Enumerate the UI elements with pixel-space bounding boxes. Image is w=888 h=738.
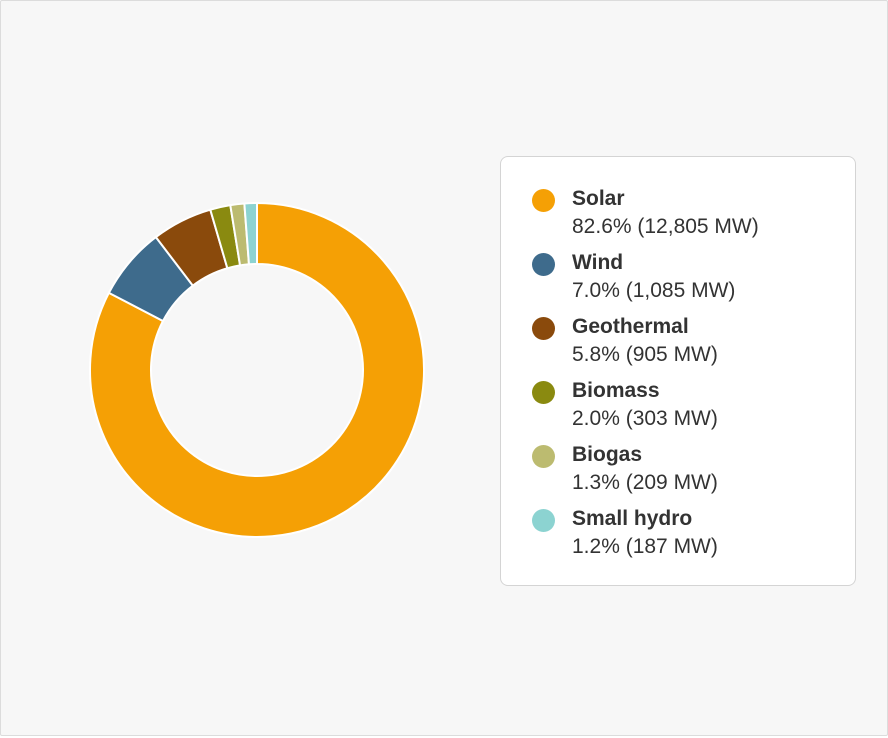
legend-label-biogas: Biogas (572, 443, 643, 466)
legend-swatch-biogas (532, 445, 555, 468)
legend-item-biomass[interactable]: Biomass 2.0% (303 MW) (532, 377, 855, 441)
legend-item-biogas[interactable]: Biogas 1.3% (209 MW) (532, 441, 855, 505)
donut-chart (89, 201, 425, 538)
donut-slice-solar[interactable] (89, 201, 425, 538)
legend-label-geothermal: Geothermal (572, 315, 689, 338)
legend-label-small-hydro: Small hydro (572, 507, 693, 530)
legend-value-wind: 7.0% (1,085 MW) (572, 279, 736, 302)
legend-value-solar: 82.6% (12,805 MW) (572, 215, 759, 238)
legend-item-wind[interactable]: Wind 7.0% (1,085 MW) (532, 249, 855, 313)
legend-label-wind: Wind (572, 251, 624, 274)
donut-slice-small-hydro[interactable] (243, 201, 258, 266)
legend-swatch-biomass (532, 381, 555, 404)
legend-swatch-geothermal (532, 317, 555, 340)
legend-item-solar[interactable]: Solar 82.6% (12,805 MW) (532, 185, 855, 249)
legend-swatch-solar (532, 189, 555, 212)
legend-item-geothermal[interactable]: Geothermal 5.8% (905 MW) (532, 313, 855, 377)
legend-label-biomass: Biomass (572, 379, 660, 402)
legend-swatch-small-hydro (532, 509, 555, 532)
legend-value-small-hydro: 1.2% (187 MW) (572, 535, 718, 558)
legend-swatch-wind (532, 253, 555, 276)
legend: Solar 82.6% (12,805 MW) Wind 7.0% (1,085… (500, 156, 856, 586)
legend-item-small-hydro[interactable]: Small hydro 1.2% (187 MW) (532, 505, 855, 569)
legend-value-biogas: 1.3% (209 MW) (572, 471, 718, 494)
legend-value-biomass: 2.0% (303 MW) (572, 407, 718, 430)
legend-label-solar: Solar (572, 187, 625, 210)
legend-value-geothermal: 5.8% (905 MW) (572, 343, 718, 366)
